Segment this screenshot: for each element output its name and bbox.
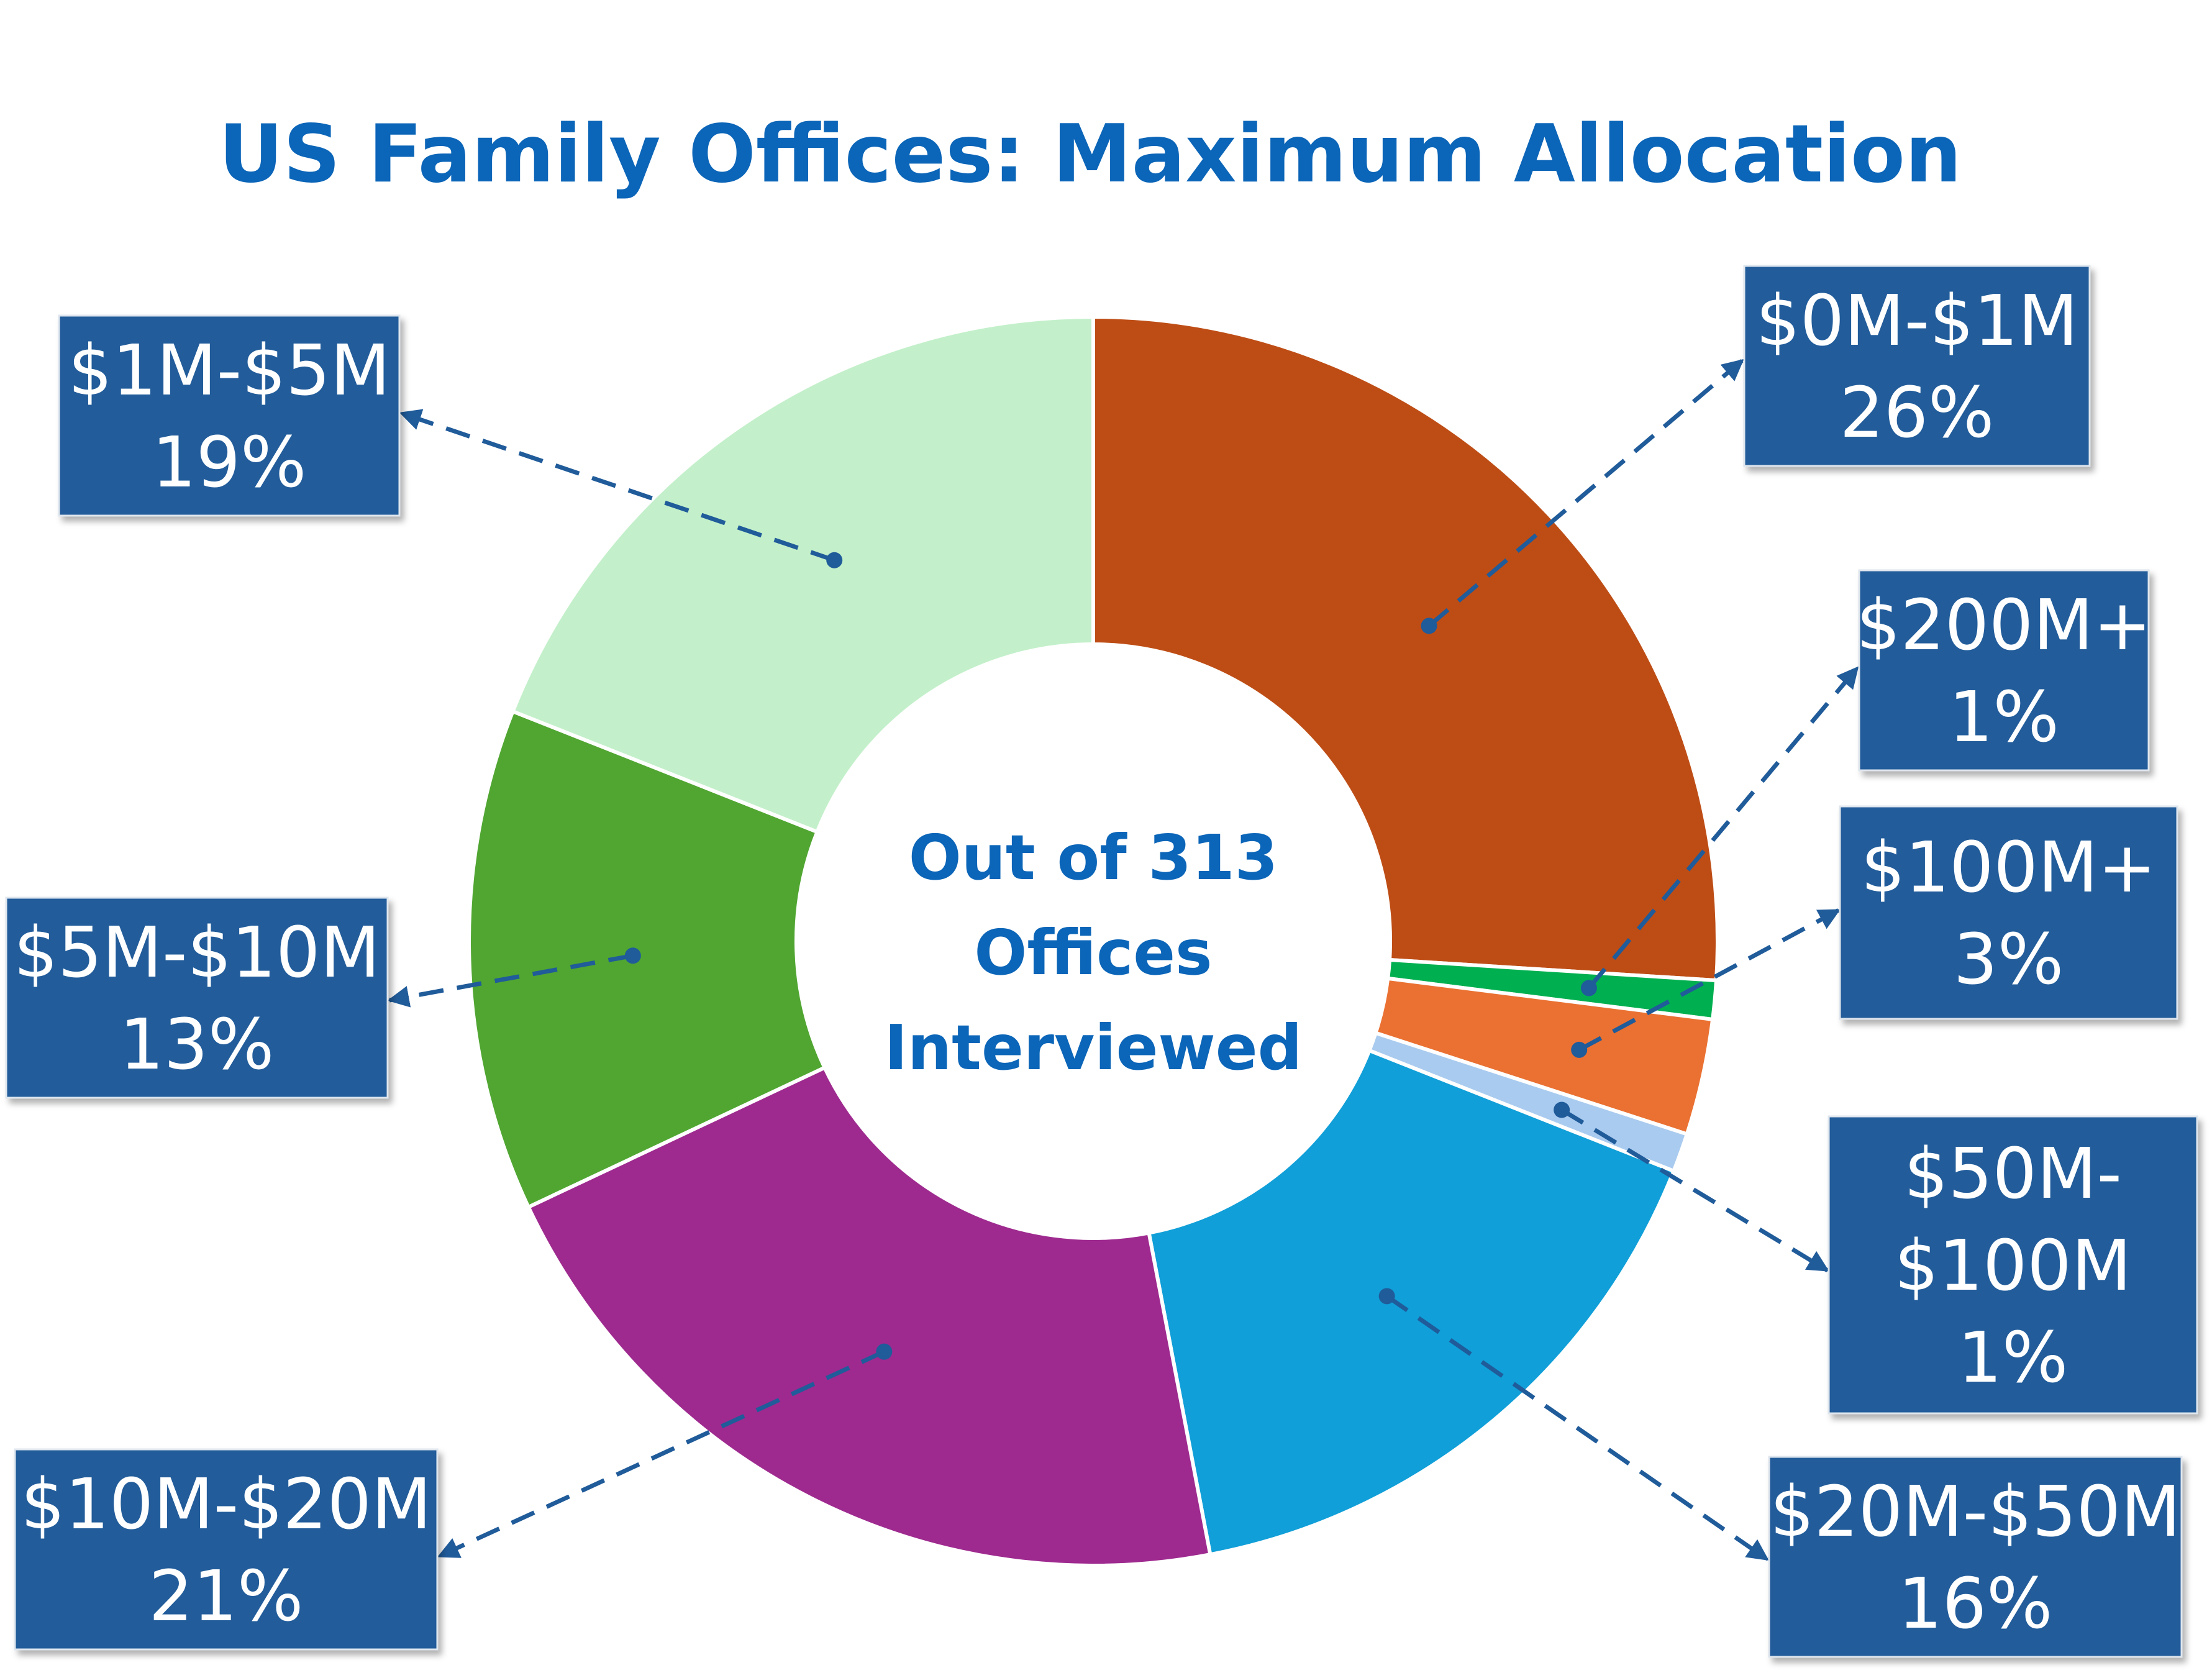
slice-10m-20m — [526, 1065, 1213, 1567]
label-box-5m-10m — [5, 896, 389, 1099]
label-percent-10m-20m: 21% — [149, 1556, 304, 1637]
leader-line-10m-20m — [437, 1349, 885, 1559]
leader-line-0m-1m — [1427, 358, 1744, 628]
slice-labels-group: $0M-$1M 26% $200M+ 1% $100M+ 3% $50M- $100M 1% $2… — [5, 265, 2198, 1658]
leader-line-5m-10m — [387, 953, 634, 1008]
label-text-20m-50m: $20M-$50M — [1770, 1472, 2180, 1553]
label-text-0m-1m: $0M-$1M — [1756, 281, 2078, 362]
slices-group — [467, 314, 1719, 1567]
label-text-100m-plus: $100M+ — [1861, 828, 2157, 908]
label-percent-200m-plus: 1% — [1949, 677, 2059, 758]
label-text-10m-20m: $10M-$20M — [20, 1464, 431, 1545]
leader-lines-group — [387, 358, 1859, 1561]
label-text-5m-10m: $5M-$10M — [14, 913, 380, 993]
label-percent-1m-5m: 19% — [152, 422, 307, 503]
label-box-1m-5m — [58, 314, 401, 517]
label-box-100m-plus — [1839, 805, 2178, 1020]
label-text-50m-100m: $100M — [1895, 1226, 2132, 1306]
slice-5m-10m — [467, 709, 827, 1210]
label-text-1m-5m: $1M-$5M — [68, 331, 391, 411]
leader-dot-20m-50m — [1378, 1288, 1395, 1305]
label-box-10m-20m — [14, 1448, 439, 1651]
label-box-200m-plus — [1858, 569, 2150, 772]
leader-dot-5m-10m — [624, 947, 641, 964]
center-text-line: Offices — [974, 916, 1212, 989]
label-box-0m-1m — [1743, 265, 2091, 467]
label-percent-5m-10m: 13% — [120, 1005, 275, 1085]
slice-20m-50m — [1147, 1048, 1677, 1557]
leader-dot-0m-1m — [1421, 618, 1437, 634]
leader-dot-10m-20m — [876, 1343, 893, 1360]
center-text-line: Interviewed — [885, 1011, 1302, 1084]
leader-line-200m-plus — [1587, 666, 1859, 990]
slice-0m-1m — [1091, 314, 1719, 983]
label-percent-100m-plus: 3% — [1954, 919, 2064, 1000]
center-text-group: Out of 313 Offices Interviewed — [885, 821, 1302, 1084]
label-percent-20m-50m: 16% — [1898, 1564, 2053, 1644]
leader-line-50m-100m — [1560, 1108, 1829, 1272]
label-text-200m-plus: $200M+ — [1856, 585, 2152, 666]
leader-dot-200m-plus — [1580, 980, 1597, 996]
label-box-50m-100m — [1827, 1115, 2198, 1415]
leader-line-20m-50m — [1385, 1294, 1769, 1561]
center-text-line: Out of 313 — [909, 821, 1278, 894]
leader-dot-100m-plus — [1571, 1041, 1588, 1058]
leader-dot-50m-100m — [1554, 1101, 1570, 1118]
leader-line-100m-plus — [1578, 908, 1841, 1052]
slice-1m-5m — [510, 314, 1095, 834]
chart-title: US Family Offices: Maximum Allocation — [219, 108, 1962, 201]
label-box-20m-50m — [1768, 1456, 2183, 1658]
label-text-50m-100m: $50M- — [1904, 1134, 2122, 1215]
label-percent-0m-1m: 26% — [1840, 373, 1995, 454]
leader-dot-1m-5m — [826, 552, 843, 568]
label-percent-50m-100m: 1% — [1958, 1318, 2069, 1398]
